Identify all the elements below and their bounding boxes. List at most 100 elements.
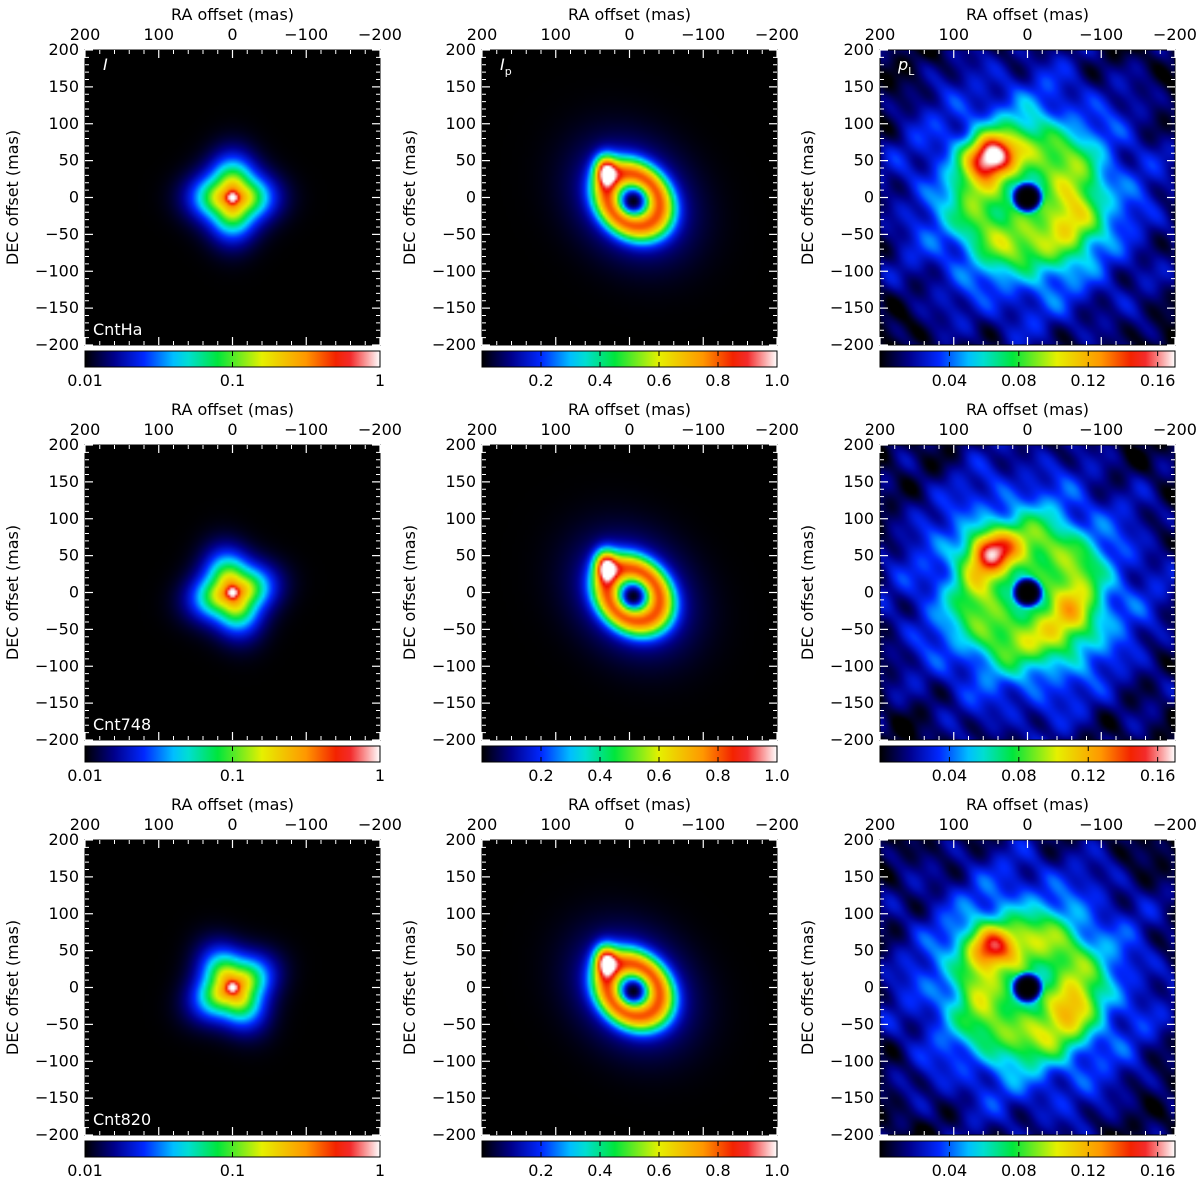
y-tick-label: 200 xyxy=(445,40,476,59)
colorbar-tick-label: 1 xyxy=(375,1161,385,1180)
y-tick-label: −100 xyxy=(830,656,874,675)
x-tick-label: −200 xyxy=(358,420,402,439)
x-tick-label: 0 xyxy=(227,420,237,439)
colorbar-tick-label: 0.12 xyxy=(1070,766,1106,785)
y-axis-label: DEC offset (mas) xyxy=(400,525,419,660)
colorbar-tick-label: 0.04 xyxy=(932,1161,968,1180)
y-tick-label: 50 xyxy=(59,151,79,170)
y-tick-label: 100 xyxy=(843,509,874,528)
x-tick-label: 0 xyxy=(227,25,237,44)
y-tick-label: 0 xyxy=(69,978,79,997)
y-tick-label: −100 xyxy=(830,261,874,280)
colorbar-tick-label: 1 xyxy=(375,371,385,390)
y-tick-label: −200 xyxy=(830,335,874,354)
y-tick-label: −100 xyxy=(432,1051,476,1070)
x-tick-label: −200 xyxy=(358,815,402,834)
colorbar-tick-label: 0.1 xyxy=(220,371,245,390)
y-tick-label: 100 xyxy=(48,904,79,923)
heatmap-image xyxy=(880,840,1175,1135)
y-tick-label: 150 xyxy=(445,472,476,491)
x-tick-label: −200 xyxy=(755,815,799,834)
y-tick-label: −100 xyxy=(432,656,476,675)
y-tick-label: −100 xyxy=(830,1051,874,1070)
colorbar-tick-label: 0.4 xyxy=(587,766,612,785)
y-tick-label: 200 xyxy=(843,40,874,59)
panel-cnt748-pl: 200 100 0 −100 −200 200 150 100 50 0 −50 −100 −150 −2… xyxy=(798,400,1197,785)
x-tick-label: 100 xyxy=(143,815,174,834)
x-tick-label: −100 xyxy=(681,815,725,834)
y-tick-label: 150 xyxy=(843,77,874,96)
x-tick-label: −100 xyxy=(681,25,725,44)
y-tick-label: −150 xyxy=(432,298,476,317)
y-tick-label: −50 xyxy=(442,619,476,638)
y-tick-label: 100 xyxy=(48,114,79,133)
x-tick-label: 0 xyxy=(624,420,634,439)
y-axis-label: DEC offset (mas) xyxy=(798,920,817,1055)
y-tick-label: 0 xyxy=(864,583,874,602)
y-tick-label: −200 xyxy=(432,335,476,354)
heatmap-image xyxy=(482,445,777,740)
heatmap-image xyxy=(482,840,777,1135)
x-tick-label: −200 xyxy=(755,420,799,439)
colorbar-tick-label: 0.08 xyxy=(1001,1161,1037,1180)
colorbar-tick-label: 0.4 xyxy=(587,371,612,390)
x-tick-label: 100 xyxy=(938,420,969,439)
y-tick-label: −50 xyxy=(840,619,874,638)
filter-label: Cnt748 xyxy=(93,715,151,734)
colorbar xyxy=(481,350,778,368)
x-tick-label: 100 xyxy=(540,420,571,439)
x-tick-label: −100 xyxy=(1079,420,1123,439)
y-axis-label: DEC offset (mas) xyxy=(798,525,817,660)
y-tick-label: −50 xyxy=(442,224,476,243)
y-tick-label: −200 xyxy=(35,730,79,749)
colorbar-tick-label: 0.04 xyxy=(932,766,968,785)
y-tick-label: 100 xyxy=(48,509,79,528)
heatmap-image xyxy=(880,445,1175,740)
y-tick-label: 100 xyxy=(843,114,874,133)
x-tick-label: 100 xyxy=(938,25,969,44)
x-tick-label: 200 xyxy=(70,25,101,44)
y-tick-label: 100 xyxy=(843,904,874,923)
heatmap-image xyxy=(85,840,380,1135)
x-tick-label: 200 xyxy=(865,420,896,439)
y-tick-label: 200 xyxy=(445,830,476,849)
x-axis-label: RA offset (mas) xyxy=(966,400,1089,419)
x-tick-label: 100 xyxy=(143,420,174,439)
x-tick-label: −200 xyxy=(1153,420,1197,439)
colorbar-tick-label: 0.01 xyxy=(67,371,103,390)
y-tick-label: −50 xyxy=(45,1014,79,1033)
x-tick-label: 200 xyxy=(467,25,498,44)
y-tick-label: −150 xyxy=(35,693,79,712)
colorbar-tick-label: 0.04 xyxy=(932,371,968,390)
x-tick-label: −100 xyxy=(681,420,725,439)
x-tick-label: −100 xyxy=(284,420,328,439)
colorbar-tick-label: 0.6 xyxy=(646,1161,671,1180)
quantity-label: pL xyxy=(897,55,915,78)
y-tick-label: −200 xyxy=(432,1125,476,1144)
y-axis-label: DEC offset (mas) xyxy=(3,920,22,1055)
y-tick-label: 150 xyxy=(48,77,79,96)
panel-cntha-pl: 200 100 0 −100 −200 200 150 100 50 0 −50 −100 −150 −2… xyxy=(798,5,1197,390)
x-axis-label: RA offset (mas) xyxy=(568,5,691,24)
colorbar-tick-label: 1.0 xyxy=(764,766,789,785)
y-tick-label: −100 xyxy=(35,656,79,675)
x-tick-label: 100 xyxy=(143,25,174,44)
y-tick-label: −150 xyxy=(830,1088,874,1107)
x-axis-label: RA offset (mas) xyxy=(966,5,1089,24)
colorbar-tick-label: 0.8 xyxy=(705,1161,730,1180)
colorbar-tick-label: 0.4 xyxy=(587,1161,612,1180)
y-tick-label: 50 xyxy=(456,941,476,960)
y-tick-label: 150 xyxy=(843,867,874,886)
x-tick-label: 100 xyxy=(938,815,969,834)
x-tick-label: −200 xyxy=(755,25,799,44)
x-tick-label: 0 xyxy=(624,815,634,834)
y-tick-label: −50 xyxy=(45,619,79,638)
y-tick-label: 100 xyxy=(445,509,476,528)
colorbar-tick-label: 0.16 xyxy=(1140,371,1176,390)
y-tick-label: −200 xyxy=(830,730,874,749)
y-tick-label: 150 xyxy=(48,867,79,886)
colorbar-tick-label: 0.1 xyxy=(220,1161,245,1180)
y-tick-label: 50 xyxy=(854,151,874,170)
colorbar xyxy=(879,1140,1176,1158)
x-tick-label: 0 xyxy=(1022,420,1032,439)
